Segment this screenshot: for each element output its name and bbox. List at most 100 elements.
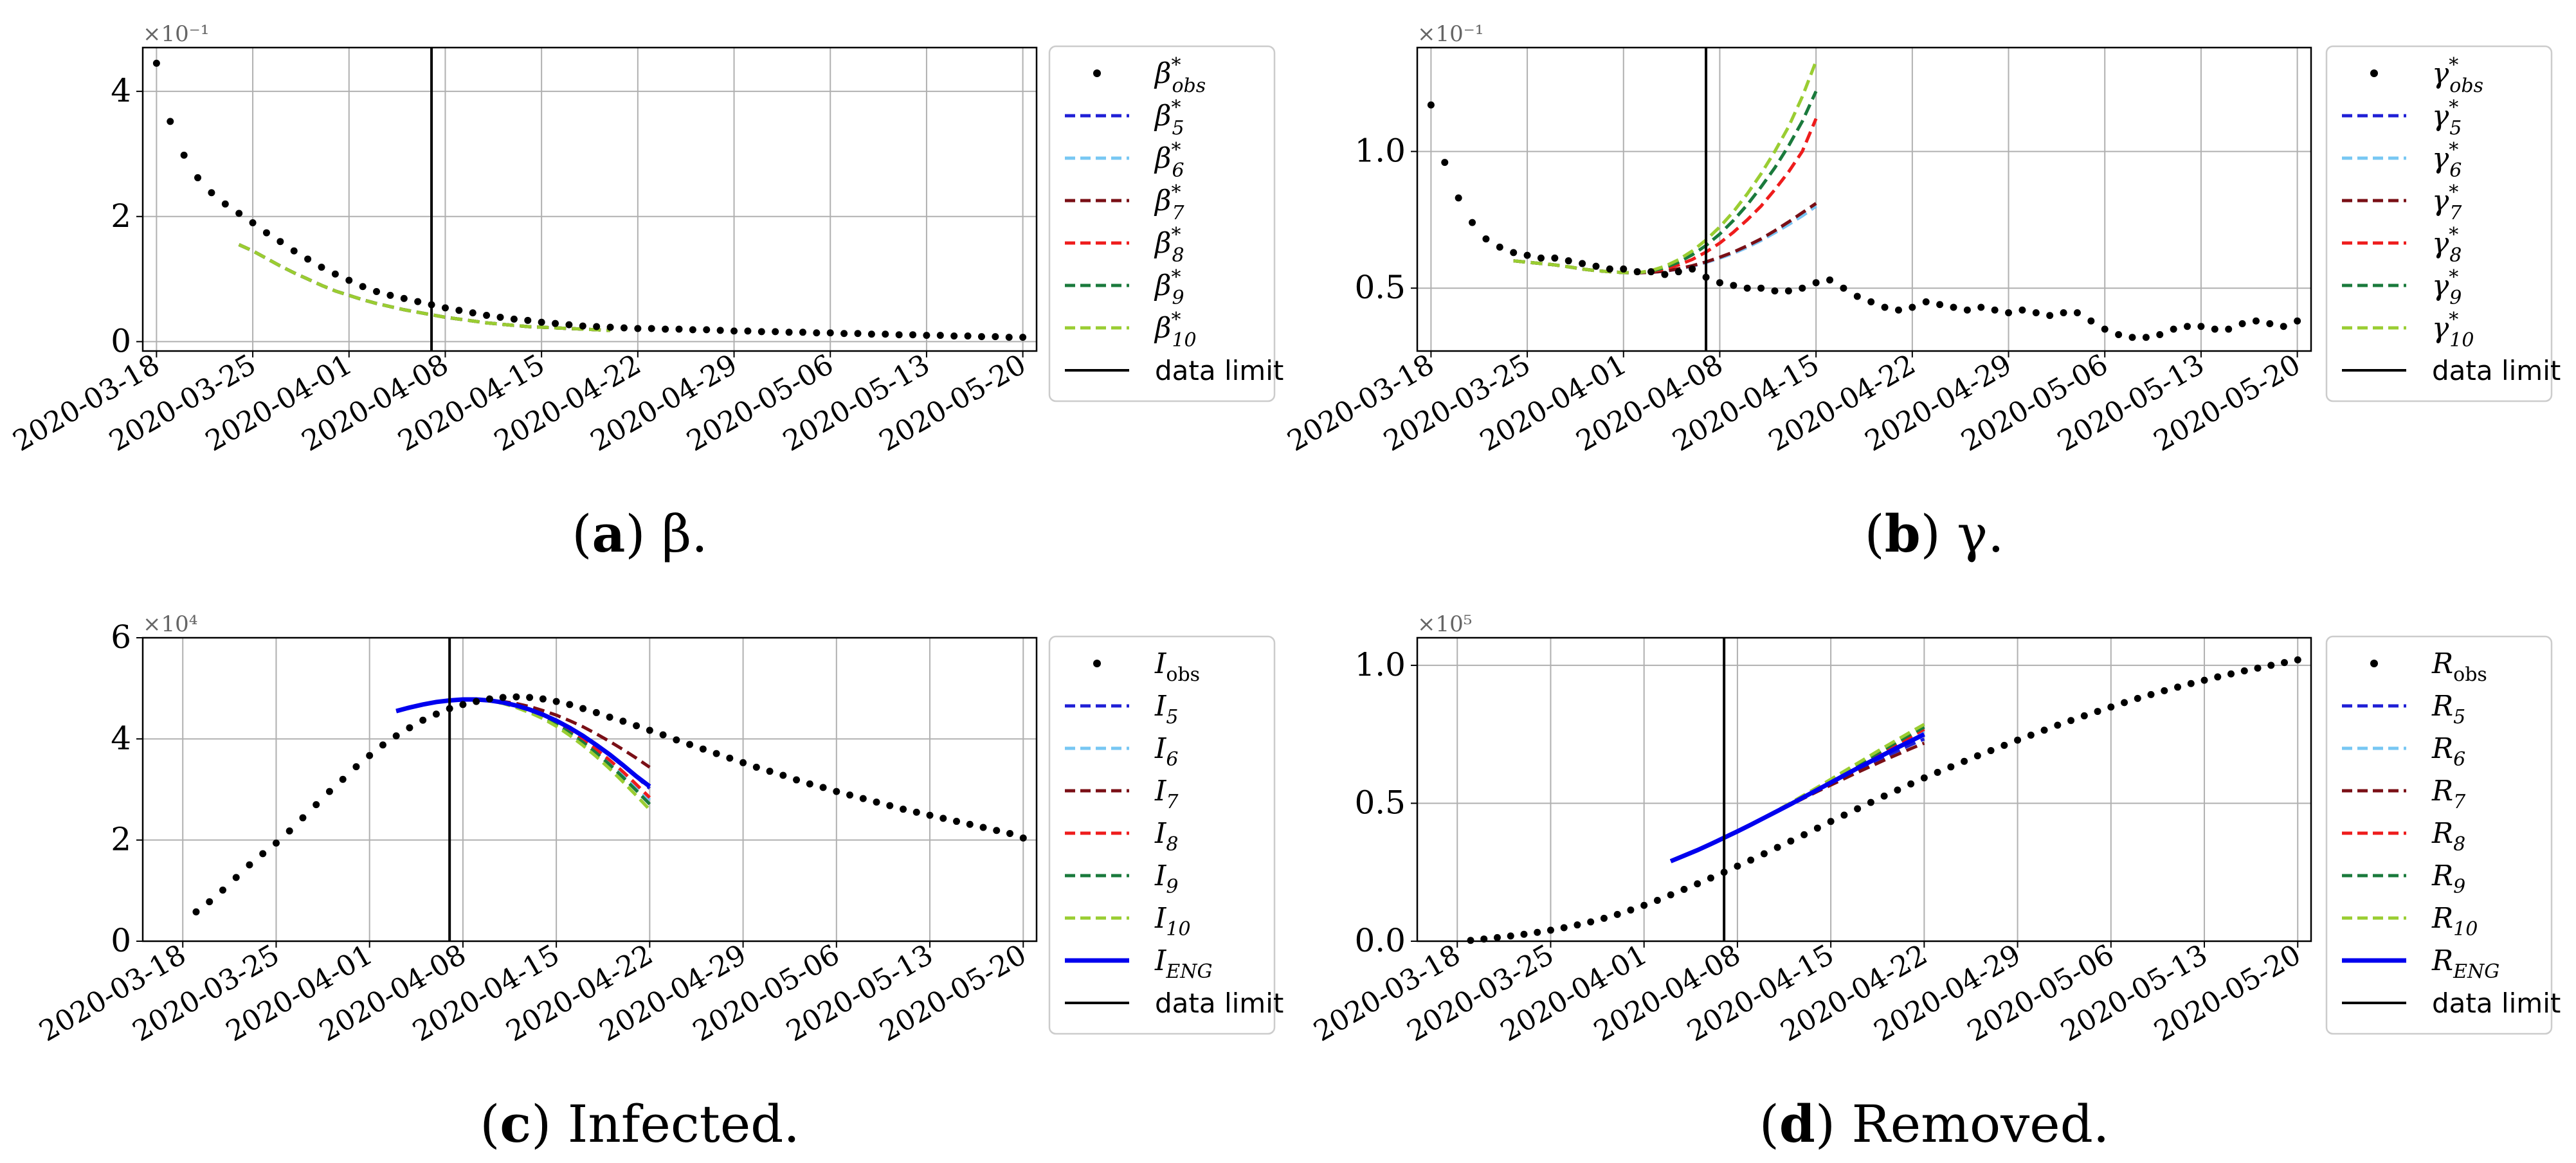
obs-point [352, 763, 360, 771]
obs-point [1005, 334, 1013, 341]
obs-point [1592, 262, 1600, 270]
y-tick-label: 0 [111, 322, 131, 359]
obs-point [2134, 694, 2141, 702]
plot-frame [1416, 46, 2312, 352]
obs-point [232, 874, 240, 881]
legend-frame [1048, 45, 1276, 402]
obs-point [1787, 837, 1795, 845]
obs-point [2161, 687, 2168, 694]
obs-point [1496, 243, 1503, 251]
obs-point [194, 174, 202, 181]
obs-point [2252, 317, 2260, 325]
obs-point [739, 759, 747, 766]
legend-label: R9 [2431, 860, 2465, 898]
obs-point [1600, 914, 1608, 922]
obs-point [1987, 746, 1995, 754]
obs-point [2094, 708, 2101, 716]
obs-point [469, 309, 476, 317]
obs-point [2238, 320, 2246, 327]
obs-point [538, 318, 545, 326]
y-tick-label: 1.0 [1354, 646, 1406, 683]
obs-point [1019, 834, 1027, 842]
obs-point [1441, 159, 1449, 167]
legend-marker [2370, 660, 2378, 667]
obs-point [1934, 768, 1941, 776]
obs-point [620, 324, 628, 332]
obs-point [392, 732, 400, 740]
obs-point [1707, 874, 1714, 882]
obs-point [593, 323, 601, 330]
obs-point [730, 327, 738, 335]
obs-point [1633, 268, 1641, 276]
obs-point [2087, 317, 2095, 325]
obs-point [152, 59, 160, 67]
obs-point [2187, 680, 2195, 687]
legend-label: Iobs [1154, 647, 1200, 686]
eng-fit-line [395, 697, 651, 789]
obs-point [2254, 664, 2262, 672]
obs-point [2000, 741, 2008, 749]
legend-label: β* obs [1154, 54, 1206, 97]
obs-point [1813, 824, 1821, 832]
legend-marker [1093, 660, 1101, 667]
legend-label: γ* 10 [2432, 309, 2474, 352]
obs-point [1881, 303, 1889, 311]
obs-point [1523, 251, 1531, 259]
obs-point [859, 795, 867, 802]
legend-label: data limit [2432, 355, 2561, 386]
obs-point [1640, 901, 1648, 909]
legend-label: γ* 8 [2432, 224, 2462, 267]
obs-point [1894, 786, 1901, 794]
panel-d: 0.00.51.0×10⁵2020-03-182020-03-252020-04… [1309, 611, 2561, 1154]
axis-multiplier: ×10⁻¹ [143, 21, 209, 47]
y-tick-label: 2 [111, 197, 131, 235]
obs-point [339, 775, 347, 783]
obs-point [1730, 282, 1737, 289]
legend-label: γ* 5 [2432, 96, 2462, 140]
fit-line-9 [238, 243, 611, 332]
obs-point [992, 333, 999, 341]
legend-label: β* 8 [1154, 224, 1184, 267]
obs-point [662, 325, 669, 333]
obs-point [659, 731, 667, 739]
obs-point [2294, 656, 2301, 663]
obs-point [703, 326, 711, 334]
obs-point [499, 694, 507, 701]
obs-point [1620, 265, 1628, 273]
obs-point [219, 887, 226, 894]
obs-point [2107, 703, 2115, 711]
obs-point [1427, 101, 1435, 109]
obs-point [712, 750, 720, 757]
obs-point [359, 283, 367, 291]
obs-point [1826, 276, 1834, 284]
legend-frame [2325, 635, 2553, 1035]
legend-label: β* 6 [1154, 139, 1184, 182]
obs-point [579, 705, 587, 712]
obs-point [793, 776, 801, 784]
obs-point [1507, 932, 1514, 940]
legend-label: β* 10 [1154, 309, 1197, 352]
obs-point [1853, 293, 1861, 300]
fit-line-10 [1670, 723, 1925, 863]
obs-point [400, 294, 408, 302]
obs-point [249, 219, 257, 226]
legend-label: I10 [1154, 902, 1191, 941]
legend-label: I6 [1154, 732, 1178, 771]
legend-label: R5 [2431, 690, 2465, 728]
obs-point [373, 288, 381, 296]
obs-point [895, 331, 903, 339]
obs-point [2142, 334, 2150, 341]
obs-point [432, 710, 440, 718]
obs-point [386, 291, 394, 299]
obs-point [286, 827, 293, 835]
legend-label: data limit [1155, 355, 1283, 386]
obs-point [1019, 334, 1027, 341]
obs-point [977, 333, 985, 341]
obs-point [2128, 334, 2136, 341]
obs-point [1947, 763, 1955, 771]
obs-point [1661, 271, 1669, 278]
obs-point [993, 827, 1001, 834]
obs-point [246, 861, 253, 869]
